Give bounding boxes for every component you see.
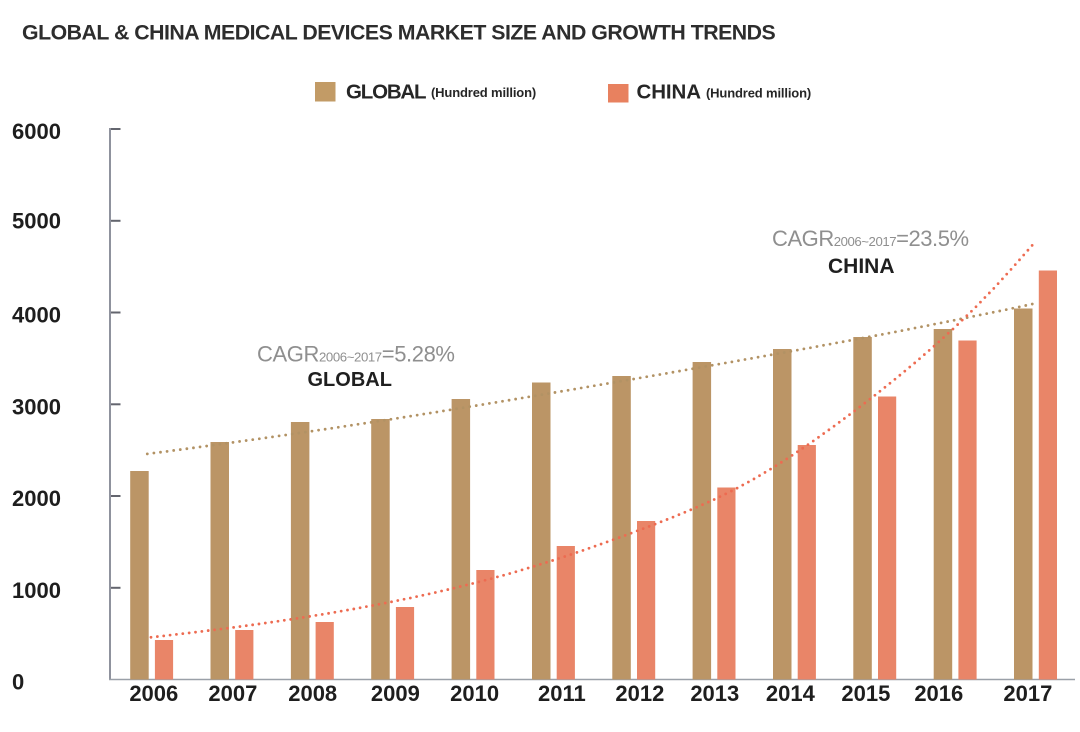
svg-text:GLOBAL: GLOBAL xyxy=(346,81,426,104)
svg-text:2009: 2009 xyxy=(371,681,420,706)
svg-text:2010: 2010 xyxy=(450,681,499,706)
svg-text:2012: 2012 xyxy=(615,681,664,706)
svg-text:5000: 5000 xyxy=(12,208,61,233)
svg-text:CAGR2006~2017=5.28%: CAGR2006~2017=5.28% xyxy=(257,342,455,367)
svg-text:2007: 2007 xyxy=(208,681,257,706)
svg-text:2000: 2000 xyxy=(12,486,61,511)
svg-text:2008: 2008 xyxy=(288,681,337,706)
svg-text:4000: 4000 xyxy=(12,303,61,328)
svg-text:CAGR2006~2017=23.5%: CAGR2006~2017=23.5% xyxy=(772,226,969,251)
svg-text:6000: 6000 xyxy=(12,119,61,144)
svg-text:2014: 2014 xyxy=(766,681,816,706)
svg-text:(Hundred million): (Hundred million) xyxy=(431,85,536,100)
svg-text:2017: 2017 xyxy=(1003,681,1052,706)
svg-text:2011: 2011 xyxy=(538,681,586,706)
svg-text:CHINA: CHINA xyxy=(637,81,702,104)
svg-text:3000: 3000 xyxy=(12,394,61,419)
svg-text:2016: 2016 xyxy=(914,681,963,706)
svg-text:(Hundred million): (Hundred million) xyxy=(706,86,811,101)
svg-text:CHINA: CHINA xyxy=(828,255,895,278)
svg-text:1000: 1000 xyxy=(12,578,61,603)
svg-text:2013: 2013 xyxy=(690,681,739,706)
svg-text:0: 0 xyxy=(12,670,24,695)
svg-text:GLOBAL & CHINA MEDICAL DEVICES: GLOBAL & CHINA MEDICAL DEVICES MARKET SI… xyxy=(22,21,776,45)
svg-text:2006: 2006 xyxy=(129,681,178,706)
svg-text:GLOBAL: GLOBAL xyxy=(308,369,392,391)
svg-text:2015: 2015 xyxy=(841,681,890,706)
